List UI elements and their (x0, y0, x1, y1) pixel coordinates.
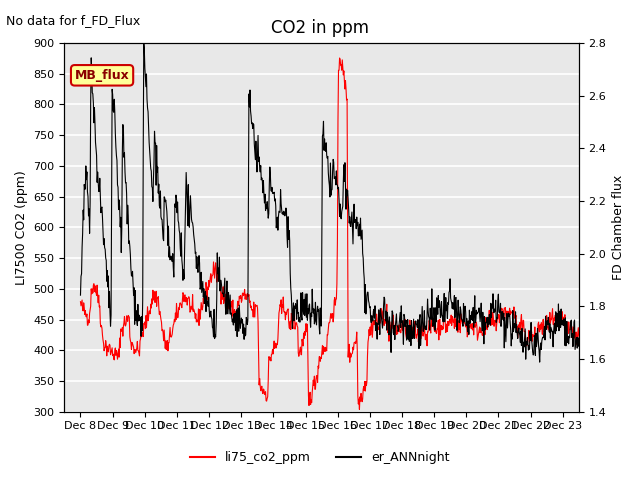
Y-axis label: LI7500 CO2 (ppm): LI7500 CO2 (ppm) (15, 170, 28, 285)
Legend: li75_co2_ppm, er_ANNnight: li75_co2_ppm, er_ANNnight (186, 446, 454, 469)
Text: No data for f_FD_Flux: No data for f_FD_Flux (6, 14, 141, 27)
Text: CO2 in ppm: CO2 in ppm (271, 19, 369, 37)
Text: MB_flux: MB_flux (75, 69, 129, 82)
Y-axis label: FD Chamber flux: FD Chamber flux (612, 175, 625, 280)
